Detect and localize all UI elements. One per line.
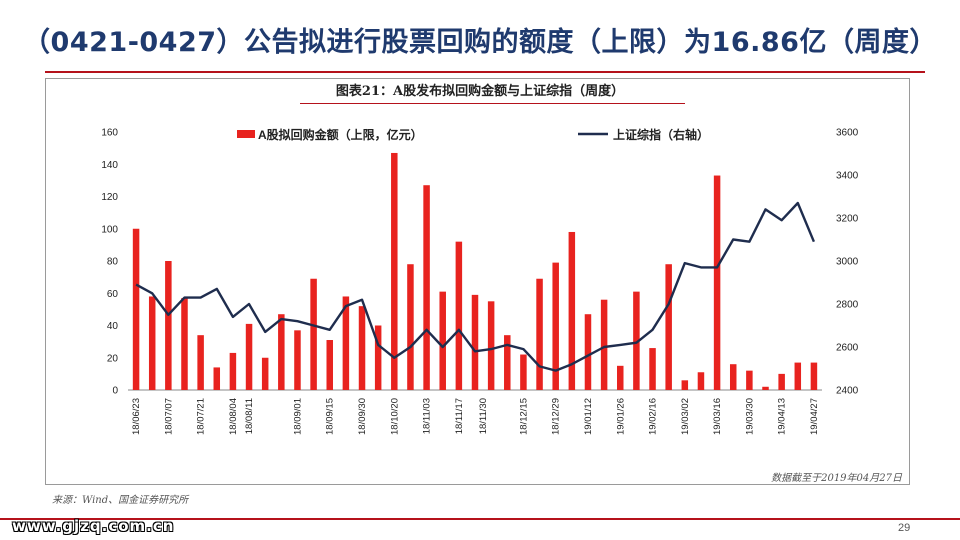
x-tick-label: 18/09/01	[292, 398, 303, 435]
y-left-tick-label: 40	[107, 321, 119, 332]
x-tick-label: 18/12/15	[518, 398, 529, 435]
x-tick-label: 18/12/29	[551, 398, 562, 435]
bar-mark	[132, 228, 140, 390]
bar-mark	[810, 362, 818, 390]
bar-mark	[358, 306, 366, 390]
bar-mark	[471, 294, 479, 390]
legend-label-bar: A股拟回购金额（上限，亿元）	[258, 127, 423, 142]
y-left-tick-label: 160	[101, 128, 118, 139]
bar-mark	[455, 241, 463, 390]
caption-divider	[300, 103, 685, 104]
bar-mark	[245, 323, 253, 390]
y-left-tick-label: 80	[107, 257, 119, 268]
y-left-tick-label: 100	[101, 224, 118, 235]
x-tick-label: 18/07/21	[196, 398, 207, 435]
chart-caption: 图表21：A股发布拟回购金额与上证综指（周度）	[335, 84, 625, 99]
bar-mark	[423, 185, 430, 390]
bar-mark	[197, 335, 204, 390]
title-divider	[45, 71, 925, 73]
y-left-tick-label: 60	[107, 289, 119, 300]
site-watermark: www.gjzq.com.cn	[12, 517, 175, 535]
bar-mark	[310, 278, 317, 390]
bar-mark	[439, 291, 446, 390]
legend-label-line: 上证综指（右轴）	[613, 127, 709, 142]
bar-mark	[261, 357, 269, 390]
x-tick-label: 18/11/03	[422, 398, 433, 434]
bar-mark	[697, 372, 705, 390]
bar-mark	[617, 365, 624, 390]
bar-mark	[391, 152, 398, 390]
x-tick-label: 18/07/07	[163, 398, 174, 435]
bar-mark	[713, 175, 721, 390]
bar-mark	[536, 278, 543, 390]
bar-mark	[746, 370, 753, 390]
bar-mark	[681, 380, 689, 390]
y-left-tick-label: 20	[107, 353, 119, 364]
bar-mark	[342, 296, 350, 390]
x-tick-label: 18/09/15	[325, 398, 336, 435]
y-left-tick-label: 0	[112, 386, 118, 397]
x-tick-label: 18/10/20	[389, 398, 400, 435]
bar-mark	[374, 325, 382, 390]
y-right-tick-label: 3000	[836, 257, 859, 268]
bar-mark	[584, 314, 592, 390]
x-tick-label: 19/03/02	[680, 398, 691, 435]
bar-mark	[229, 352, 237, 390]
bar-mark	[633, 291, 640, 390]
bar-mark	[326, 340, 333, 390]
bar-mark	[148, 296, 156, 390]
y-right-tick-label: 3200	[836, 214, 859, 225]
bar-mark	[294, 330, 301, 390]
x-tick-label: 19/01/26	[615, 398, 626, 435]
x-tick-label: 19/02/16	[648, 398, 659, 435]
x-tick-label: 19/03/16	[712, 398, 723, 435]
bar-mark	[165, 261, 172, 390]
x-tick-label: 18/06/23	[131, 398, 142, 435]
footer-bar	[0, 518, 960, 520]
y-right-tick-label: 3600	[836, 128, 859, 139]
bar-mark	[762, 386, 769, 390]
bar-mark	[649, 348, 656, 390]
x-tick-label: 19/01/12	[583, 398, 594, 435]
y-right-tick-label: 3400	[836, 171, 859, 182]
y-right-tick-label: 2600	[836, 343, 859, 354]
bar-mark	[729, 364, 737, 390]
x-tick-label: 19/03/30	[744, 398, 755, 435]
bar-mark	[504, 335, 511, 390]
bar-mark	[407, 264, 414, 390]
bar-mark	[520, 354, 527, 390]
legend-swatch-bar	[237, 130, 255, 138]
page-number: 29	[898, 522, 911, 534]
data-cutoff-note: 数据截至于2019年04月27日	[771, 473, 902, 484]
y-right-tick-label: 2800	[836, 300, 859, 311]
bar-mark	[794, 362, 802, 390]
slide-title: （0421-0427）公告拟进行股票回购的额度（上限）为16.86亿（周度）	[23, 27, 937, 58]
x-tick-label: 18/11/17	[454, 398, 465, 434]
source-note: 来源：Wind、国金证券研究所	[52, 495, 189, 506]
x-tick-label: 18/08/11	[244, 398, 255, 434]
x-tick-label: 19/04/27	[809, 398, 820, 435]
bar-mark	[213, 367, 221, 390]
bar-mark	[665, 264, 672, 390]
bar-mark	[278, 314, 285, 390]
x-tick-label: 18/09/30	[357, 398, 368, 435]
y-left-tick-label: 120	[101, 192, 118, 203]
y-left-tick-label: 140	[101, 160, 118, 171]
bar-mark	[487, 301, 495, 390]
bar-mark	[552, 262, 559, 390]
y-right-tick-label: 2400	[836, 386, 859, 397]
bar-mark	[568, 231, 576, 390]
x-tick-label: 19/04/13	[777, 398, 788, 435]
bar-mark	[778, 373, 785, 390]
bar-mark	[181, 298, 188, 390]
chart-frame	[45, 78, 910, 485]
bar-mark	[600, 299, 608, 390]
x-tick-label: 18/11/30	[478, 398, 489, 434]
index-line	[135, 201, 816, 372]
x-tick-label: 18/08/04	[228, 398, 239, 435]
